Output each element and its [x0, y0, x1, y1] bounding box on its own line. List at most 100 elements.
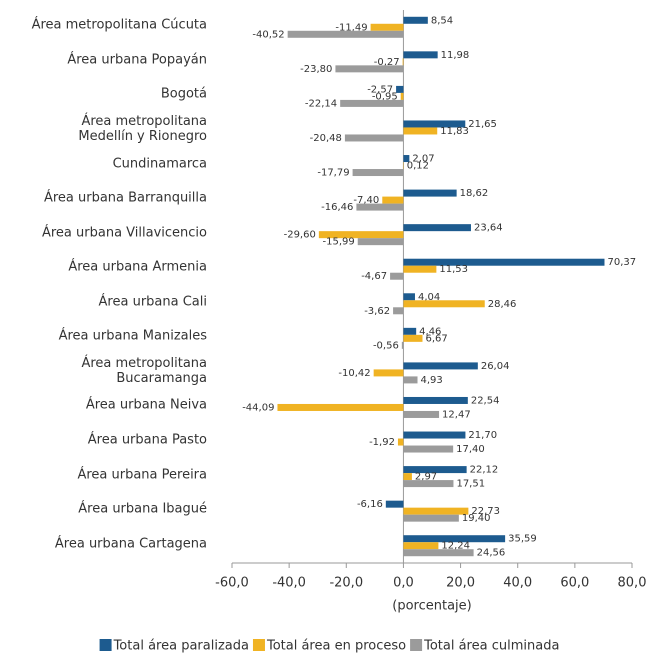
bar — [344, 134, 404, 142]
bar — [403, 473, 412, 481]
value-label: 17,51 — [456, 479, 485, 490]
value-label: -10,42 — [338, 368, 370, 379]
bar — [403, 293, 415, 301]
bar — [403, 480, 454, 488]
bar — [403, 334, 423, 342]
bar — [403, 120, 466, 128]
value-label: 22,73 — [471, 506, 500, 517]
value-label: -2,57 — [367, 84, 393, 95]
legend-label: Total área culminada — [423, 639, 559, 653]
value-label: 22,12 — [470, 465, 499, 476]
category-label: Cundinamarca — [112, 156, 207, 172]
bar — [403, 265, 437, 273]
category-label: Área urbana Villavicencio — [41, 225, 207, 241]
value-label: 11,98 — [441, 50, 470, 61]
category-label: Área urbana Armenia — [68, 259, 207, 275]
bar — [403, 155, 410, 163]
bar — [396, 85, 404, 93]
value-label: 70,37 — [607, 257, 636, 268]
x-tick-label: 80,0 — [618, 576, 647, 591]
x-tick-label: 60,0 — [560, 576, 589, 591]
bar — [356, 203, 404, 211]
category-label: Área metropolitana Bucaramanga — [81, 355, 207, 386]
x-tick-label: -40,0 — [272, 576, 306, 591]
bar — [277, 403, 404, 411]
legend-label: Total área paralizada — [113, 639, 249, 653]
category-label: Área urbana Pasto — [87, 432, 207, 448]
bar — [340, 99, 404, 107]
category-label: Área urbana Pereira — [77, 467, 207, 483]
value-label: 0,12 — [407, 161, 429, 172]
bar — [403, 300, 485, 308]
bar — [403, 327, 417, 335]
value-label: 4,46 — [419, 326, 441, 337]
value-label: 28,46 — [488, 299, 517, 310]
bar — [352, 169, 404, 177]
value-label: 23,64 — [474, 223, 503, 234]
value-label: 18,62 — [460, 188, 489, 199]
value-label: 6,67 — [425, 333, 447, 344]
category-label: Área urbana Ibagué — [78, 501, 207, 517]
legend-swatch — [99, 639, 112, 651]
value-label: 4,93 — [421, 375, 443, 386]
value-label: 4,04 — [418, 292, 440, 303]
value-label: 2,97 — [415, 472, 437, 483]
value-label: -0,27 — [374, 57, 400, 68]
category-label: Área urbana Neiva — [85, 397, 207, 413]
category-label: Área metropolitana Cúcuta — [31, 17, 207, 33]
bar — [403, 396, 468, 404]
category-label: Área urbana Manizales — [58, 328, 207, 344]
value-label: -3,62 — [364, 306, 390, 317]
value-label: 21,70 — [468, 430, 497, 441]
x-tick-label: 20,0 — [446, 576, 475, 591]
bar — [403, 410, 440, 418]
value-label: -29,60 — [284, 230, 316, 241]
value-label: 21,65 — [468, 119, 497, 130]
category-label: Área urbana Barranquilla — [43, 190, 207, 206]
bar — [373, 369, 404, 377]
x-axis-label: (porcentaje) — [392, 599, 471, 614]
legend-swatch — [410, 639, 423, 651]
value-label: -0,56 — [373, 340, 399, 351]
bar — [403, 466, 467, 474]
bar — [403, 542, 439, 550]
category-label: Área metropolitana Medellín y Rionegro — [78, 113, 207, 144]
x-tick-label: -20,0 — [329, 576, 363, 591]
bar — [403, 549, 474, 557]
category-label: Área urbana Cartagena — [54, 536, 207, 552]
bar — [335, 65, 404, 73]
legend-swatch — [252, 639, 265, 651]
value-label: -23,80 — [300, 64, 332, 75]
x-tick-label: 40,0 — [503, 576, 532, 591]
value-label: -15,99 — [322, 237, 354, 248]
bar — [370, 23, 404, 31]
bar — [397, 438, 404, 446]
value-label: 11,83 — [440, 126, 469, 137]
value-label: 8,54 — [431, 15, 453, 26]
value-label: 12,47 — [442, 409, 471, 420]
bar — [403, 224, 471, 232]
category-label: Área urbana Popayán — [67, 52, 207, 68]
bar — [385, 500, 404, 508]
x-tick-label: -60,0 — [215, 576, 249, 591]
value-label: -4,67 — [361, 271, 387, 282]
value-label: -16,46 — [321, 202, 353, 213]
bar — [403, 51, 438, 59]
bar — [393, 307, 404, 315]
value-label: 24,56 — [477, 548, 506, 559]
bar — [390, 272, 404, 280]
value-label: 11,53 — [439, 264, 468, 275]
bar — [402, 58, 404, 66]
value-label: -6,16 — [357, 499, 383, 510]
value-label: -7,40 — [353, 195, 379, 206]
bar — [401, 341, 404, 349]
value-label: 26,04 — [481, 361, 510, 372]
x-tick-label: 0,0 — [393, 576, 414, 591]
value-label: 35,59 — [508, 534, 537, 545]
category-label: Bogotá — [160, 86, 207, 102]
bar — [287, 30, 404, 38]
bar — [382, 196, 404, 204]
value-label: -22,14 — [305, 98, 337, 109]
